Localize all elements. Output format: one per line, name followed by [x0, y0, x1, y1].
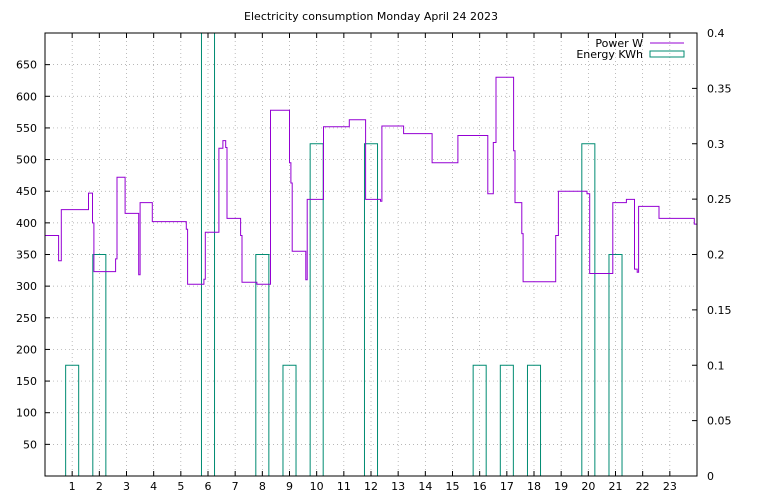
- legend-swatch-energy: [649, 50, 685, 58]
- x-tick-label: 1: [69, 480, 76, 493]
- power-line-group: [45, 76, 697, 285]
- x-tick-label: 15: [446, 480, 460, 493]
- x-tick-label: 6: [205, 480, 212, 493]
- x-tick-label: 17: [500, 480, 514, 493]
- x-tick-label: 4: [150, 480, 157, 493]
- y-tick-label: 300: [16, 280, 37, 293]
- y-tick-label: 650: [16, 59, 37, 72]
- y2-tick-label: 0.1: [707, 359, 725, 372]
- y-tick-label: 550: [16, 122, 37, 135]
- x-tick-label: 20: [581, 480, 595, 493]
- chart-title: Electricity consumption Monday April 24 …: [244, 10, 498, 23]
- x-tick-label: 2: [96, 480, 103, 493]
- y-tick-label: 350: [16, 249, 37, 262]
- y-tick-label: 250: [16, 312, 37, 325]
- y2-tick-label: 0.05: [707, 415, 732, 428]
- y-tick-label: 150: [16, 375, 37, 388]
- x-tick-label: 19: [554, 480, 568, 493]
- y2-tick-label: 0.4: [707, 27, 725, 40]
- y-tick-label: 400: [16, 217, 37, 230]
- x-tick-label: 8: [259, 480, 266, 493]
- x-tick-label: 13: [391, 480, 405, 493]
- x-tick-label: 7: [232, 480, 239, 493]
- x-tick-label: 22: [636, 480, 650, 493]
- legend-label-energy: Energy KWh: [576, 48, 643, 61]
- x-tick-label: 16: [473, 480, 487, 493]
- legend: Power W Energy KWh: [576, 37, 685, 61]
- x-tick-label: 21: [609, 480, 623, 493]
- x-tick-label: 3: [123, 480, 130, 493]
- y-tick-label: 500: [16, 154, 37, 167]
- legend-label-power: Power W: [595, 37, 643, 50]
- x-tick-label: 10: [310, 480, 324, 493]
- x-tick-label: 23: [663, 480, 677, 493]
- power-line: [45, 76, 697, 285]
- axis-ticks: [45, 32, 697, 477]
- y2-tick-label: 0.25: [707, 193, 732, 206]
- y2-tick-label: 0.35: [707, 82, 732, 95]
- y-tick-label: 200: [16, 343, 37, 356]
- grid-lines: [45, 33, 697, 476]
- y-tick-label: 450: [16, 185, 37, 198]
- x-tick-label: 14: [418, 480, 432, 493]
- x-tick-label: 12: [364, 480, 378, 493]
- tick-labels: 1 2 3 4 5 6 7 8 9 10 11 12 13 14 15 16 17 18 19 20 21 22 23501…: [16, 27, 732, 493]
- x-tick-label: 5: [177, 480, 184, 493]
- y2-tick-label: 0.15: [707, 304, 732, 317]
- y2-tick-label: 0: [707, 470, 714, 483]
- x-tick-label: 9: [286, 480, 293, 493]
- y-tick-label: 50: [23, 438, 37, 451]
- y2-tick-label: 0.2: [707, 249, 725, 262]
- y-tick-label: 100: [16, 407, 37, 420]
- x-tick-label: 18: [527, 480, 541, 493]
- x-tick-label: 11: [337, 480, 351, 493]
- y-tick-label: 600: [16, 90, 37, 103]
- y2-tick-label: 0.3: [707, 138, 725, 151]
